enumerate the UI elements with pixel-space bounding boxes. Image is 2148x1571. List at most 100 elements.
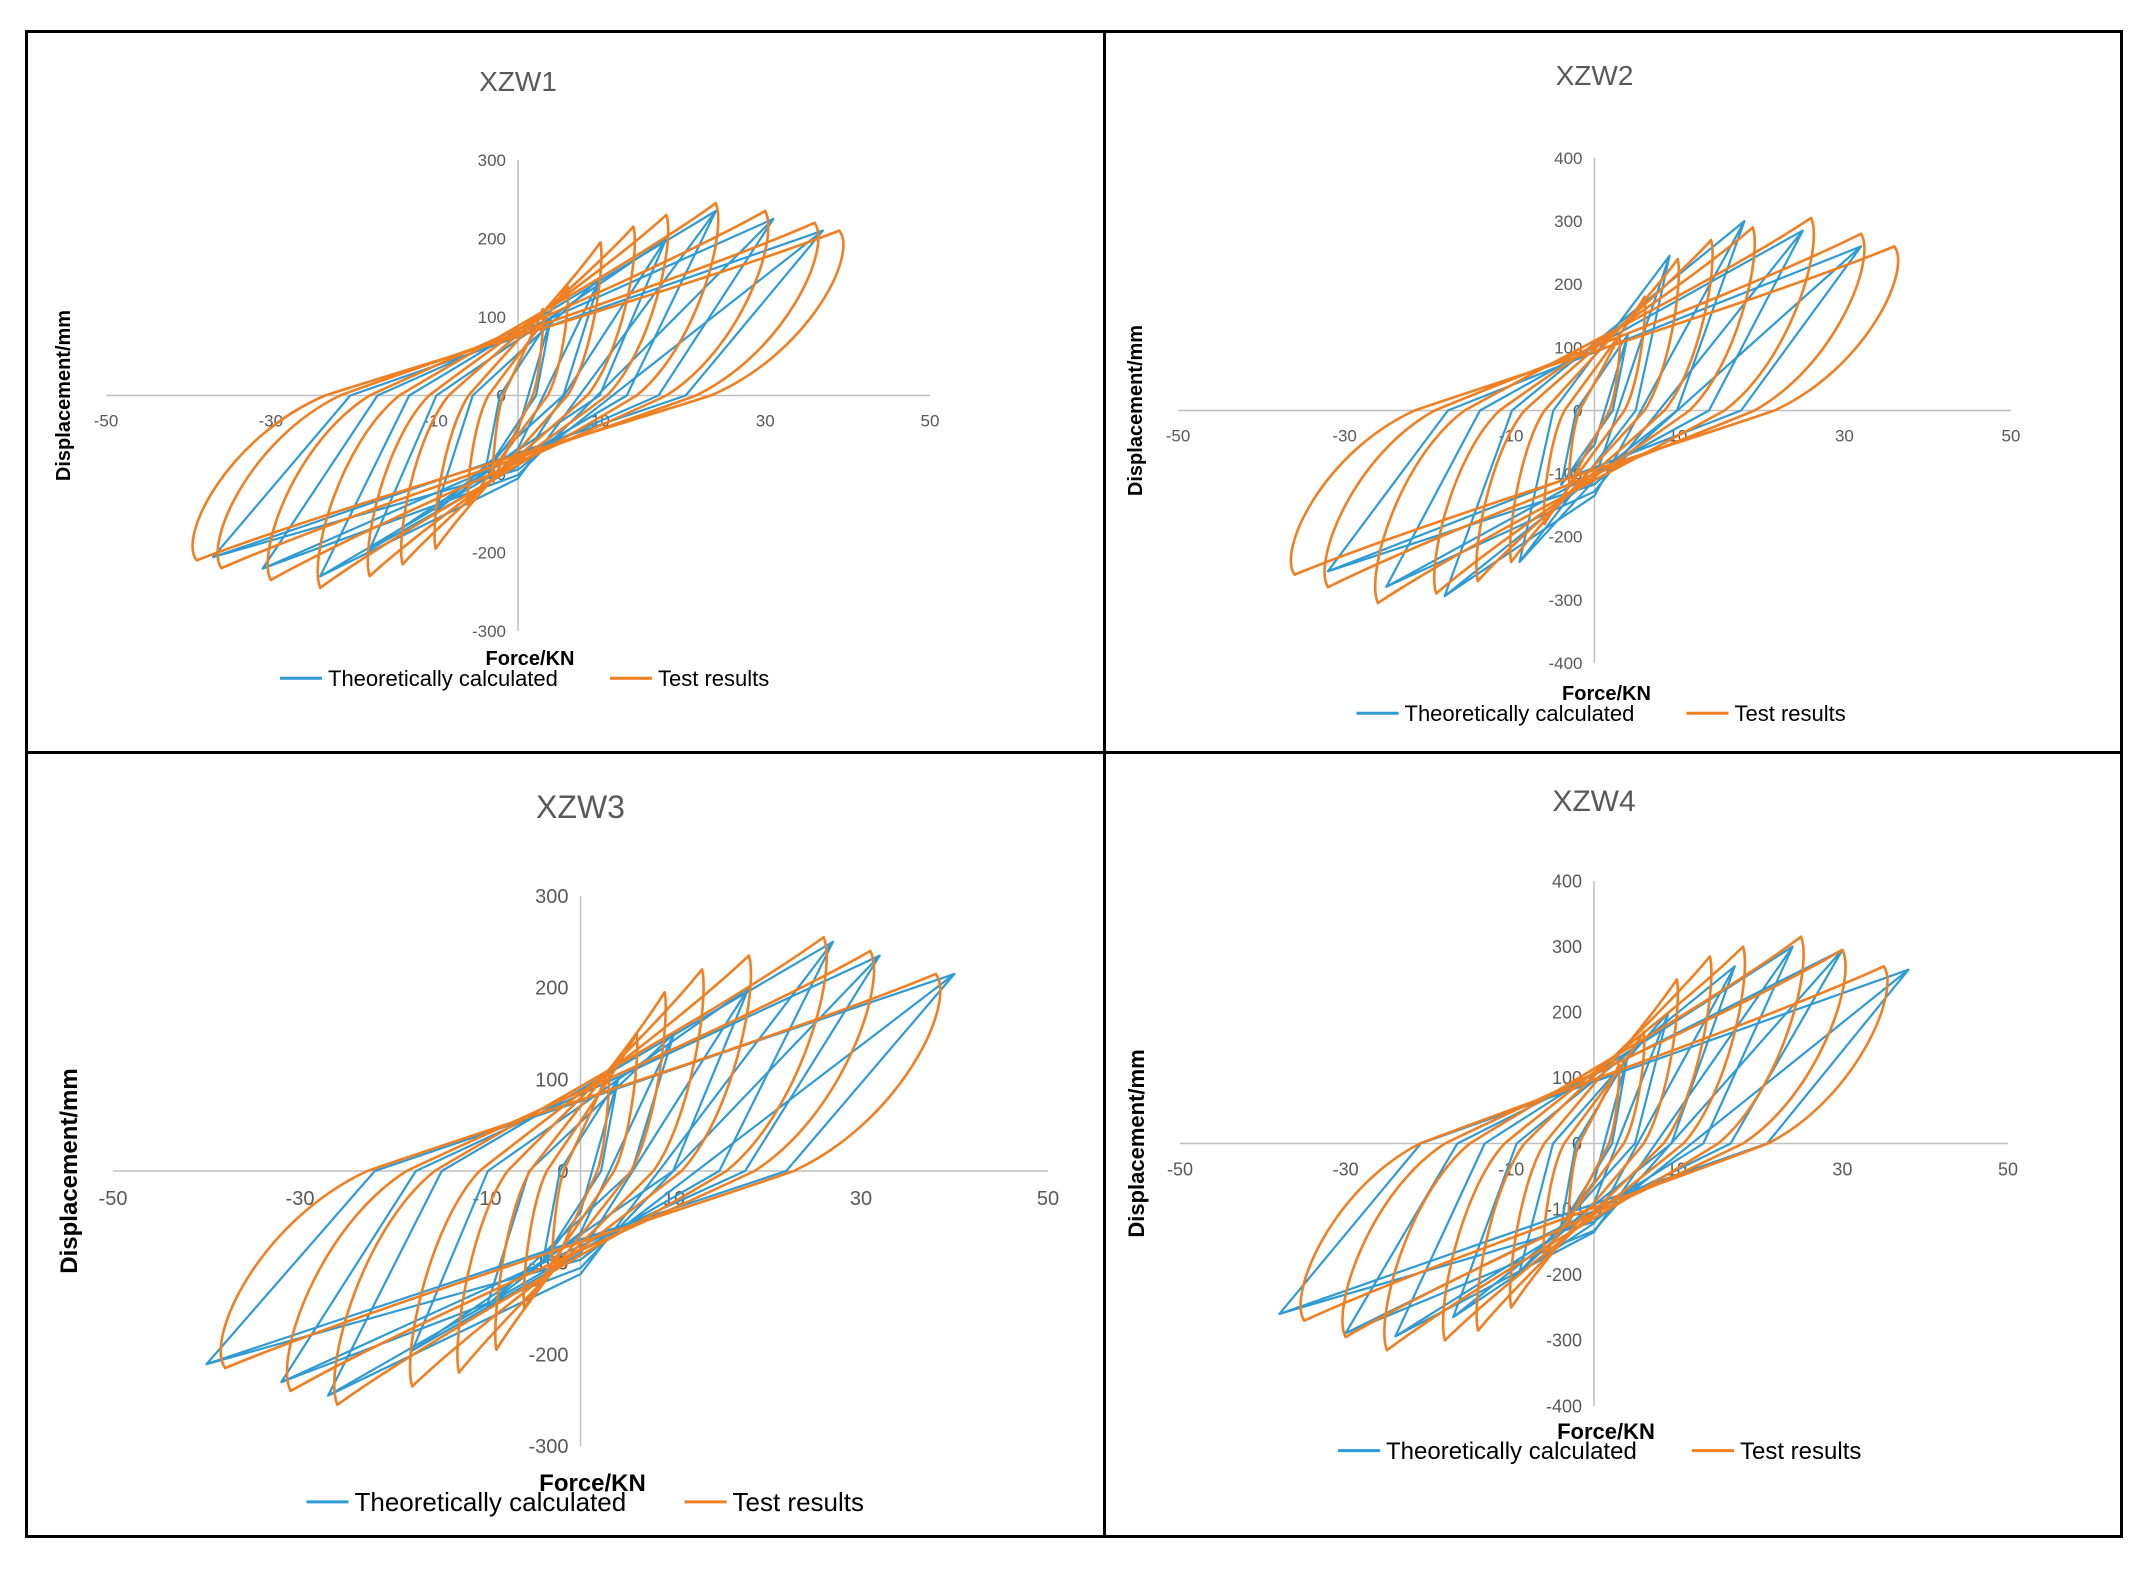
y-tick-label: 100 <box>478 308 506 327</box>
y-tick-label: 200 <box>1552 1003 1582 1023</box>
test-loop <box>399 225 637 566</box>
chart-xzw3: XZW3-50 -30 -10 10 30 503002001000-100-200-30… <box>56 789 1059 1517</box>
theory-skeleton-segment <box>212 229 824 559</box>
y-tick-label: 300 <box>535 886 568 908</box>
x-tick-label: -50 <box>1167 1160 1193 1180</box>
legend-label-test: Test results <box>1735 701 1846 726</box>
y-tick-label: 300 <box>478 151 506 170</box>
test-loop <box>1475 238 1714 583</box>
x-tick-label: 30 <box>1835 427 1854 446</box>
test-loop <box>1542 295 1647 526</box>
y-tick-label: -200 <box>1546 1265 1582 1285</box>
chart-title: XZW3 <box>536 789 625 825</box>
x-tick-label: 30 <box>850 1188 872 1210</box>
x-tick-label: -30 <box>1332 427 1357 446</box>
theory-skeleton-segment <box>262 218 775 570</box>
x-axis-title: Force/KN <box>1562 683 1651 705</box>
y-tick-label: -300 <box>1546 1331 1582 1351</box>
theory-skeleton-segment <box>1452 965 1736 1319</box>
test-loop <box>1289 245 1900 576</box>
chart-xzw4: XZW4-50 -30 -10 10 30 504003002001000-100-200… <box>1124 785 2018 1465</box>
legend-label-test: Test results <box>733 1487 865 1517</box>
y-tick-label: -200 <box>472 543 506 562</box>
test-loop <box>1508 978 1680 1309</box>
chart-title: XZW2 <box>1556 60 1634 91</box>
x-tick-label: 50 <box>2002 427 2021 446</box>
test-loop <box>219 972 942 1370</box>
test-loop <box>1508 257 1681 564</box>
test-loop <box>494 990 667 1352</box>
y-tick-label: 300 <box>1552 937 1582 957</box>
grid-divider-horizontal <box>28 751 2120 754</box>
theory-skeleton-segment <box>1327 245 1862 573</box>
y-tick-label: 0 <box>1573 401 1582 420</box>
series-test-results <box>219 935 942 1407</box>
x-tick-label: -30 <box>1333 1160 1359 1180</box>
x-tick-label: -50 <box>1166 427 1191 446</box>
chart-title: XZW1 <box>479 66 557 97</box>
test-loop <box>491 307 545 484</box>
test-loop <box>333 935 828 1407</box>
x-tick-label: 50 <box>1998 1160 2018 1180</box>
theory-skeleton-segment <box>1279 968 1910 1315</box>
y-tick-label: 200 <box>535 978 568 1000</box>
legend-label-test: Test results <box>658 666 769 691</box>
y-tick-label: -300 <box>1548 591 1582 610</box>
y-tick-label: 100 <box>1554 338 1582 357</box>
y-tick-label: 400 <box>1554 149 1582 168</box>
legend: Theoretically calculated Test results <box>1338 1438 1861 1465</box>
series-test-results <box>191 201 845 590</box>
x-tick-label: -30 <box>259 412 284 431</box>
y-tick-label: -400 <box>1548 654 1582 673</box>
theory-skeleton-segment <box>1345 949 1844 1335</box>
legend-label-theory: Theoretically calculated <box>355 1487 627 1517</box>
y-tick-label: 200 <box>478 229 506 248</box>
y-tick-label: -200 <box>1548 528 1582 547</box>
figure-grid <box>25 30 2123 1538</box>
legend: Theoretically calculated Test results <box>306 1487 865 1517</box>
grid-divider-vertical <box>1103 33 1106 1535</box>
y-tick-label: -400 <box>1546 1396 1582 1416</box>
test-loop <box>1323 232 1866 589</box>
y-tick-label: 200 <box>1554 275 1582 294</box>
test-loop <box>1373 216 1816 605</box>
legend-label-test: Test results <box>1740 1438 1861 1465</box>
theory-skeleton-segment <box>206 973 956 1366</box>
theory-loop <box>212 229 824 559</box>
x-tick-label: -50 <box>94 412 119 431</box>
test-loop <box>1567 1063 1621 1224</box>
test-loop <box>456 968 705 1374</box>
theory-skeleton-segment <box>486 1033 675 1307</box>
y-tick-label: 0 <box>497 386 506 405</box>
series-test-results <box>1299 935 1889 1352</box>
y-tick-label: -300 <box>528 1436 568 1458</box>
chart-title: XZW4 <box>1552 785 1635 818</box>
y-tick-label: -300 <box>472 622 506 641</box>
test-loop <box>266 209 770 582</box>
x-tick-label: -50 <box>99 1188 128 1210</box>
y-tick-label: -200 <box>528 1344 568 1366</box>
x-axis-title: Force/KN <box>486 648 575 670</box>
legend: Theoretically calculated Test results <box>280 666 769 691</box>
x-tick-label: -30 <box>286 1188 315 1210</box>
test-loop <box>408 954 753 1388</box>
theory-loop <box>368 237 668 551</box>
y-axis-title: Displacement/mm <box>1125 325 1147 496</box>
y-axis-title: Displacement/mm <box>53 310 75 481</box>
x-tick-label: 50 <box>1037 1188 1059 1210</box>
y-tick-label: 100 <box>535 1069 568 1091</box>
x-tick-label: 30 <box>756 412 775 431</box>
chart-xzw1: XZW1-50 -30 -10 10 30 503002001000-100-200-30… <box>53 66 939 691</box>
y-tick-label: 0 <box>1572 1134 1582 1154</box>
chart-xzw2: XZW2-50 -30 -10 10 30 504003002001000-100-200… <box>1125 60 2021 726</box>
test-loop <box>433 241 603 550</box>
x-axis-title: Force/KN <box>1557 1419 1655 1444</box>
y-tick-label: 400 <box>1552 871 1582 891</box>
test-loop <box>1299 965 1889 1322</box>
x-tick-label: -10 <box>1498 1160 1524 1180</box>
legend-label-theory: Theoretically calculated <box>1386 1438 1637 1465</box>
series-test-results <box>1289 216 1900 605</box>
y-axis-title: Displacement/mm <box>56 1068 83 1273</box>
theory-skeleton-segment <box>434 277 602 512</box>
test-loop <box>316 201 720 590</box>
